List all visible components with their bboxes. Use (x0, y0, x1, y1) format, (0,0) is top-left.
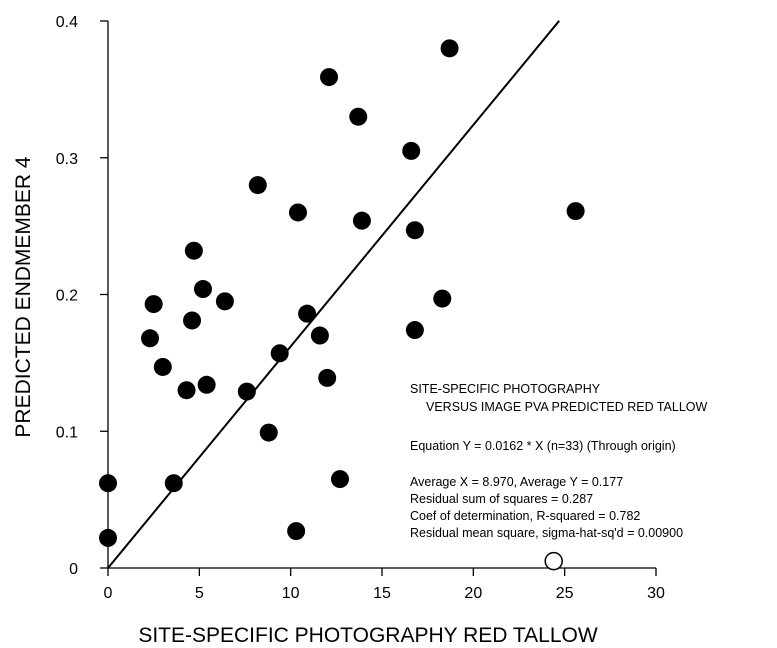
data-point (193, 280, 212, 299)
data-point (270, 344, 289, 363)
data-point (197, 375, 216, 394)
y-tick-label: 0.4 (56, 14, 78, 31)
data-point (248, 176, 267, 195)
annotation-line-5: Residual sum of squares = 0.287 (410, 492, 593, 506)
data-point (237, 382, 256, 401)
open-data-point (544, 551, 563, 571)
data-point (318, 368, 337, 387)
x-tick-label: 15 (373, 585, 391, 602)
data-point (405, 321, 424, 340)
x-tick-label: 30 (647, 585, 665, 602)
y-tick-label: 0 (69, 561, 78, 578)
data-point (566, 202, 585, 221)
data-point (310, 326, 329, 345)
x-axis-title: SITE-SPECIFIC PHOTOGRAPHY RED TALLOW (138, 624, 598, 647)
data-point (433, 289, 452, 308)
y-tick-label: 0.3 (56, 151, 78, 168)
x-tick-label: 20 (464, 585, 482, 602)
data-point (349, 107, 368, 126)
data-point (141, 329, 160, 348)
data-point (440, 39, 459, 58)
annotation-line-1: SITE-SPECIFIC PHOTOGRAPHY (410, 382, 601, 396)
data-point (153, 357, 172, 376)
data-point (183, 311, 202, 330)
y-axis-ticks: 0 0.1 0.2 0.3 0.4 (56, 14, 108, 578)
fit-line-group (107, 20, 560, 569)
data-point (99, 474, 117, 493)
data-point (288, 203, 307, 222)
y-axis-title: PREDICTED ENDMEMBER 4 (12, 156, 35, 438)
data-points (99, 39, 585, 571)
annotation-line-2: VERSUS IMAGE PVA PREDICTED RED TALLOW (426, 400, 708, 414)
x-tick-label: 10 (282, 585, 300, 602)
x-axis-ticks: 0 5 10 15 20 25 30 (104, 568, 665, 602)
data-point (144, 295, 163, 314)
data-point (402, 141, 421, 160)
data-point (352, 211, 371, 230)
y-tick-label: 0.1 (56, 424, 78, 441)
data-point (164, 474, 183, 493)
x-tick-label: 5 (195, 585, 204, 602)
y-tick-label: 0.2 (56, 288, 78, 305)
annotation-line-4: Average X = 8.970, Average Y = 0.177 (410, 475, 623, 489)
data-point (330, 470, 349, 489)
annotation-line-6: Coef of determination, R-squared = 0.782 (410, 509, 640, 523)
data-point (287, 522, 306, 541)
data-point (184, 241, 203, 260)
data-point (177, 381, 196, 400)
data-point (259, 423, 278, 442)
annotation-line-3: Equation Y = 0.0162 * X (n=33) (Through … (410, 439, 676, 453)
data-point (405, 221, 424, 240)
data-point (320, 68, 339, 87)
data-point (298, 304, 317, 323)
x-tick-label: 0 (104, 585, 113, 602)
annotation-line-7: Residual mean square, sigma-hat-sq'd = 0… (410, 526, 683, 540)
x-tick-label: 25 (556, 585, 574, 602)
annotation-block: SITE-SPECIFIC PHOTOGRAPHY VERSUS IMAGE P… (410, 382, 708, 540)
fit-line (107, 20, 560, 569)
data-point (215, 292, 234, 311)
data-point (99, 528, 117, 547)
